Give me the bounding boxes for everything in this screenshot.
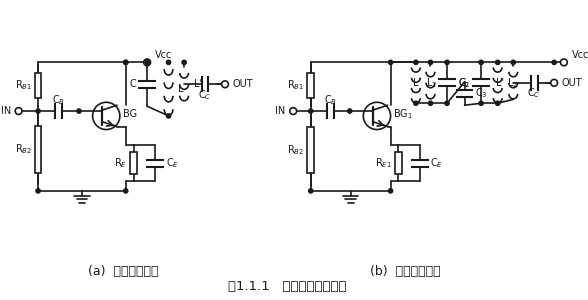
Text: IN: IN bbox=[275, 106, 285, 116]
Circle shape bbox=[552, 60, 556, 64]
Circle shape bbox=[560, 59, 567, 66]
Text: Vcc: Vcc bbox=[572, 50, 588, 60]
Circle shape bbox=[123, 189, 128, 193]
Text: OUT: OUT bbox=[233, 79, 253, 89]
Circle shape bbox=[428, 101, 433, 105]
Circle shape bbox=[511, 60, 516, 64]
Text: OUT: OUT bbox=[562, 78, 583, 88]
Circle shape bbox=[428, 60, 433, 64]
Text: (a)  单调谐放大器: (a) 单调谐放大器 bbox=[88, 265, 158, 278]
Circle shape bbox=[348, 109, 352, 113]
Circle shape bbox=[389, 60, 393, 64]
Circle shape bbox=[309, 189, 313, 193]
Text: R$_{B2}$: R$_{B2}$ bbox=[15, 142, 32, 156]
Circle shape bbox=[479, 101, 483, 105]
Text: C$_E$: C$_E$ bbox=[430, 156, 444, 170]
Circle shape bbox=[166, 114, 171, 118]
Circle shape bbox=[123, 60, 128, 64]
Text: R$_E$: R$_E$ bbox=[114, 156, 127, 170]
Text: R$_{B1}$: R$_{B1}$ bbox=[287, 78, 305, 92]
Circle shape bbox=[36, 109, 40, 113]
Bar bbox=[130, 152, 137, 174]
Circle shape bbox=[414, 60, 418, 64]
Text: 图1.1.1   调谐放大器原理图: 图1.1.1 调谐放大器原理图 bbox=[228, 280, 346, 293]
Text: L: L bbox=[178, 84, 184, 94]
Text: IN: IN bbox=[1, 106, 11, 116]
Circle shape bbox=[445, 60, 449, 64]
Text: BG: BG bbox=[123, 109, 137, 119]
Text: (b)  双调谐放大器: (b) 双调谐放大器 bbox=[370, 265, 440, 278]
Text: R$_{B1}$: R$_{B1}$ bbox=[15, 78, 32, 92]
Circle shape bbox=[496, 101, 500, 105]
Text: L': L' bbox=[194, 79, 202, 89]
Bar bbox=[395, 152, 402, 174]
Text: C$_B$: C$_B$ bbox=[323, 93, 337, 107]
Circle shape bbox=[143, 59, 151, 66]
Text: R$_{B2}$: R$_{B2}$ bbox=[288, 143, 305, 157]
Circle shape bbox=[222, 81, 229, 88]
Text: L': L' bbox=[413, 78, 421, 88]
Text: C$_3$: C$_3$ bbox=[475, 87, 488, 100]
Text: C: C bbox=[130, 79, 136, 89]
Text: C$_C$: C$_C$ bbox=[198, 88, 212, 102]
Text: BG$_1$: BG$_1$ bbox=[393, 107, 413, 121]
Text: Vcc: Vcc bbox=[155, 50, 172, 60]
Circle shape bbox=[290, 108, 296, 115]
Circle shape bbox=[145, 60, 149, 64]
Bar bbox=[35, 73, 42, 98]
Circle shape bbox=[551, 80, 557, 86]
Circle shape bbox=[414, 101, 418, 105]
Circle shape bbox=[182, 60, 186, 64]
Circle shape bbox=[496, 60, 500, 64]
Text: C$_E$: C$_E$ bbox=[166, 156, 179, 170]
Bar bbox=[308, 73, 314, 98]
Circle shape bbox=[77, 109, 81, 113]
Text: L': L' bbox=[496, 78, 503, 88]
Text: C$_1$: C$_1$ bbox=[458, 76, 470, 90]
Circle shape bbox=[445, 101, 449, 105]
Text: L$_2$: L$_2$ bbox=[507, 76, 519, 90]
Text: C$_2$: C$_2$ bbox=[458, 76, 470, 90]
Text: C$_B$: C$_B$ bbox=[52, 93, 65, 107]
Bar bbox=[35, 126, 42, 172]
Circle shape bbox=[166, 60, 171, 64]
Text: R$_{E1}$: R$_{E1}$ bbox=[375, 156, 392, 170]
Text: L$_1$: L$_1$ bbox=[426, 76, 437, 90]
Circle shape bbox=[479, 60, 483, 64]
Text: C$_C$: C$_C$ bbox=[527, 87, 541, 100]
Circle shape bbox=[36, 189, 40, 193]
Circle shape bbox=[389, 189, 393, 193]
Circle shape bbox=[15, 108, 22, 115]
Circle shape bbox=[123, 60, 128, 64]
Circle shape bbox=[309, 109, 313, 113]
Bar bbox=[308, 127, 314, 173]
